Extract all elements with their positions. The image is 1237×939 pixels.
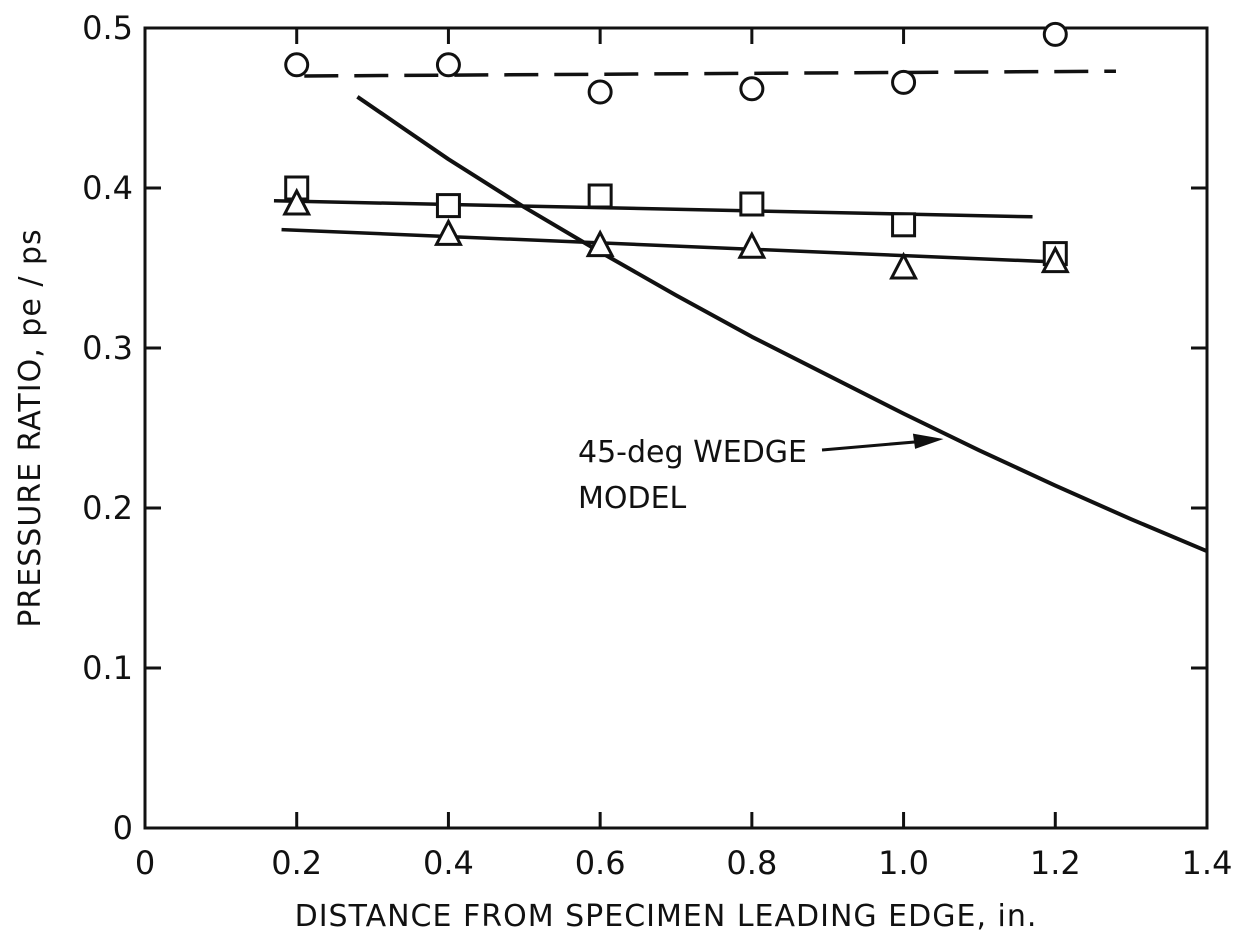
annotation-line-1: 45-deg WEDGE: [578, 435, 807, 470]
circle-marker: [587, 79, 613, 105]
wedge-model-curve: [356, 95, 1208, 554]
fit-lines-group: [273, 69, 1208, 554]
y-tick-label: 0.3: [82, 329, 133, 367]
y-tick-label: 0.1: [82, 649, 133, 687]
square-marker: [891, 212, 917, 238]
labels-group: 0 0.2 0.4 0.6 0.8 1.0 1.2 1.4 0 0.1 0.2 0.3 0.4 0.5 DI…: [13, 9, 1232, 934]
triangle-marker: [585, 229, 615, 258]
circle-marker: [891, 69, 917, 95]
triangle-marker: [282, 187, 312, 216]
annotation-arrow-head: [912, 433, 944, 449]
triangle-marker: [1040, 245, 1070, 274]
y-tick-label: 0.4: [82, 169, 133, 207]
annotation-line-2: MODEL: [578, 481, 687, 516]
triangle-marker: [737, 230, 767, 259]
x-tick-label: 0.4: [423, 844, 474, 882]
x-tick-label: 0: [135, 844, 155, 882]
square-marker: [435, 193, 461, 219]
x-tick-label: 1.0: [878, 844, 929, 882]
x-tick-label: 0.8: [726, 844, 777, 882]
x-tick-label: 1.4: [1182, 844, 1233, 882]
circle-marker: [284, 52, 310, 78]
circle-marker: [739, 76, 765, 102]
y-tick-label: 0: [113, 809, 133, 847]
annotation-arrow-line: [821, 439, 924, 452]
x-axis-title: DISTANCE FROM SPECIMEN LEADING EDGE, in.: [295, 899, 1038, 934]
circle-marker: [1042, 21, 1068, 47]
x-tick-label: 0.6: [575, 844, 626, 882]
markers-group: [282, 21, 1070, 280]
triangle-marker: [889, 251, 919, 280]
x-tick-label: 0.2: [271, 844, 322, 882]
fit-line-triangle: [281, 227, 1048, 264]
circle-marker: [435, 52, 461, 78]
plot-frame: [143, 26, 1209, 830]
y-tick-label: 0.2: [82, 489, 133, 527]
axes-group: [143, 26, 1209, 830]
square-marker: [587, 183, 613, 209]
x-tick-label: 1.2: [1030, 844, 1081, 882]
y-axis-title: PRESSURE RATIO, pe / ps: [13, 228, 48, 627]
triangle-marker: [433, 218, 463, 246]
y-tick-label: 0.5: [82, 9, 133, 47]
square-marker: [739, 191, 765, 217]
fit-line-square: [273, 199, 1033, 219]
fit-line-circle: [304, 69, 1116, 78]
